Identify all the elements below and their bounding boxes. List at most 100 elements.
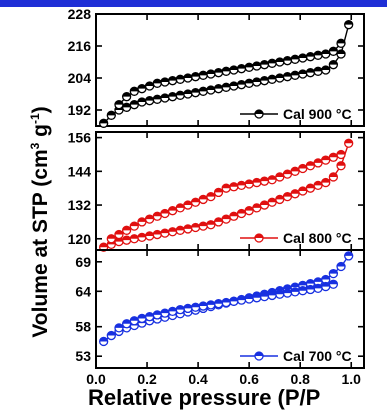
- data-point-fill: [268, 291, 277, 296]
- y-tick-label: 156: [68, 130, 92, 146]
- y-tick-label: 132: [68, 197, 92, 213]
- data-point: [221, 297, 231, 308]
- data-point-fill: [229, 297, 238, 302]
- data-point-fill: [168, 206, 177, 211]
- data-point: [99, 118, 109, 128]
- data-point-fill: [122, 103, 131, 108]
- y-axis-label: Volume at STP (cm3 g-1): [28, 106, 52, 337]
- data-point-fill: [199, 222, 208, 227]
- y-tick-label: 58: [75, 319, 91, 335]
- data-point-fill: [329, 153, 338, 158]
- data-point: [344, 138, 354, 148]
- data-point: [198, 86, 208, 96]
- data-point: [290, 287, 300, 297]
- data-point: [321, 155, 331, 165]
- panel-frame: [95, 249, 365, 369]
- data-point: [137, 217, 147, 227]
- data-point-fill: [107, 111, 116, 116]
- data-point-fill: [283, 289, 292, 294]
- data-point-fill: [145, 82, 154, 86]
- data-point-fill: [329, 47, 338, 52]
- legend-marker: [254, 351, 264, 361]
- data-point: [282, 191, 293, 202]
- data-point: [152, 94, 162, 104]
- data-point-fill: [137, 314, 146, 319]
- data-point: [129, 86, 139, 96]
- data-point-fill: [229, 182, 238, 187]
- data-point-fill: [260, 292, 269, 297]
- data-point-fill: [168, 227, 177, 232]
- data-point-fill: [329, 269, 338, 274]
- data-point-fill: [176, 203, 185, 208]
- y-tick-label: 53: [75, 348, 91, 364]
- data-point: [114, 100, 124, 110]
- data-point-fill: [306, 161, 315, 166]
- data-point-fill: [291, 189, 300, 194]
- data-point: [198, 301, 208, 311]
- data-point-fill: [298, 70, 307, 74]
- data-point: [328, 172, 339, 182]
- x-tick-label: 1.0: [342, 371, 362, 387]
- data-point: [121, 102, 132, 112]
- data-point: [328, 46, 339, 56]
- data-point-fill: [260, 177, 269, 182]
- data-point-fill: [291, 283, 300, 288]
- data-point: [129, 316, 139, 326]
- data-point: [206, 220, 216, 230]
- data-point: [305, 68, 316, 78]
- data-point: [221, 82, 231, 92]
- data-point-fill: [237, 209, 246, 214]
- data-point-fill: [176, 305, 185, 310]
- data-point: [305, 52, 316, 62]
- data-point-fill: [337, 39, 346, 44]
- data-point-fill: [153, 212, 162, 217]
- data-point-fill: [222, 215, 231, 220]
- data-point-fill: [145, 231, 154, 236]
- x-tick-label: 0.6: [239, 371, 259, 387]
- data-point-fill: [229, 82, 238, 86]
- data-point-fill: [199, 302, 208, 307]
- data-point-fill: [122, 319, 131, 324]
- data-point: [106, 330, 116, 341]
- data-point: [236, 80, 247, 90]
- data-point: [152, 229, 162, 240]
- data-point-fill: [99, 337, 108, 342]
- data-point: [175, 90, 185, 100]
- data-point-fill: [283, 284, 292, 289]
- data-point-fill: [291, 287, 300, 292]
- data-point: [290, 189, 300, 199]
- data-point: [152, 211, 162, 221]
- data-point: [137, 313, 147, 324]
- y-tick-label: 120: [68, 231, 92, 247]
- data-point: [290, 54, 300, 64]
- data-point: [137, 232, 147, 243]
- data-point-fill: [321, 50, 330, 54]
- data-point: [144, 231, 155, 241]
- data-point: [183, 73, 193, 83]
- data-point: [313, 158, 323, 168]
- data-point-fill: [298, 54, 307, 58]
- data-point: [244, 78, 254, 88]
- data-point: [290, 70, 300, 80]
- data-point: [175, 225, 185, 235]
- data-point: [183, 200, 193, 210]
- data-point-fill: [191, 303, 200, 308]
- data-point: [144, 81, 155, 91]
- data-point-fill: [306, 52, 315, 57]
- y-tick-label: 216: [68, 38, 92, 54]
- data-point-fill: [183, 304, 192, 309]
- data-point-fill: [122, 92, 131, 97]
- data-point-fill: [337, 50, 346, 54]
- data-point: [190, 197, 201, 207]
- data-point: [275, 172, 285, 182]
- data-point-fill: [268, 198, 277, 203]
- data-point-fill: [107, 331, 116, 336]
- data-point: [160, 93, 170, 103]
- legend-label: Cal 700 °C: [283, 348, 352, 364]
- data-point-fill: [222, 298, 231, 303]
- data-point: [175, 304, 185, 315]
- data-point: [183, 89, 193, 99]
- data-point: [252, 77, 262, 87]
- data-point-fill: [245, 63, 254, 68]
